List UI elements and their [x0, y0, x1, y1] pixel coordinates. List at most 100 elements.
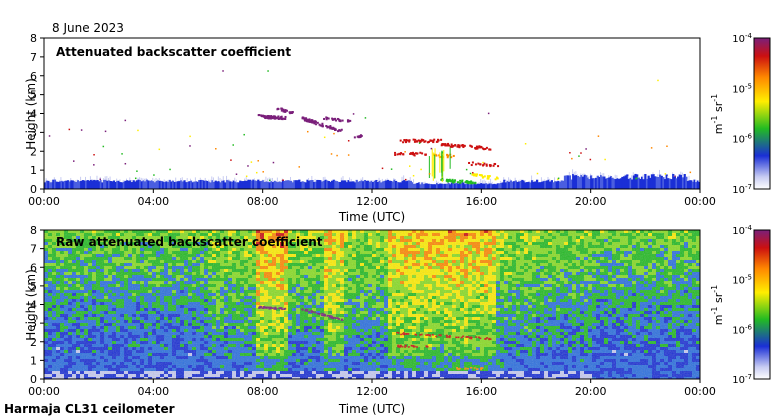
surface-layer-cell: [534, 181, 537, 189]
cloud-cell: [284, 109, 287, 112]
surface-layer-cell: [549, 181, 552, 189]
surface-layer-cell: [178, 181, 181, 189]
surface-layer-cell: [683, 173, 686, 189]
surface-layer-cell: [189, 178, 191, 181]
surface-layer-cell: [353, 182, 357, 189]
cloud-cell: [495, 176, 498, 179]
surface-layer-cell: [632, 175, 635, 189]
surface-layer-cell: [657, 177, 660, 189]
surface-layer-cell: [345, 182, 348, 189]
surface-layer-cell: [642, 174, 644, 180]
noise-speck: [230, 159, 232, 161]
surface-layer-cell: [508, 181, 511, 189]
surface-layer-cell: [278, 181, 281, 189]
surface-layer-cell: [506, 179, 508, 182]
cloud-cell: [308, 119, 311, 122]
cloud-cell: [449, 179, 452, 182]
surface-layer-cell: [686, 180, 690, 189]
top-panel: Attenuated backscatter coefficient 01234…: [24, 32, 771, 224]
surface-layer-cell: [322, 177, 324, 181]
cloud-cell: [309, 120, 312, 123]
cloud-cell: [497, 165, 500, 168]
surface-layer-cell: [577, 175, 580, 189]
surface-layer-cell: [193, 181, 196, 189]
surface-layer-cell: [565, 175, 568, 189]
noise-speck: [635, 177, 638, 180]
surface-layer-cell: [60, 177, 62, 181]
surface-layer-cell: [572, 169, 574, 174]
surface-layer-cell: [613, 178, 616, 189]
surface-layer-cell: [677, 176, 680, 189]
surface-layer-cell: [244, 178, 246, 181]
cloud-cell: [422, 139, 425, 142]
surface-layer-cell: [531, 175, 533, 181]
cloud-cell: [321, 124, 324, 127]
surface-layer-cell: [604, 178, 608, 189]
surface-layer-cell: [308, 180, 311, 189]
surface-layer-cell: [686, 179, 688, 181]
surface-layer-cell: [434, 184, 437, 189]
surface-layer-cell: [555, 181, 558, 189]
surface-layer-cell: [262, 180, 265, 189]
noise-speck: [121, 153, 123, 155]
cloud-cell: [451, 145, 454, 148]
surface-layer-cell: [234, 181, 237, 189]
surface-layer-cell: [70, 180, 73, 189]
surface-layer-cell: [186, 177, 188, 182]
cloud-cell: [474, 147, 477, 150]
surface-layer-cell: [75, 180, 77, 182]
surface-layer-cell: [622, 176, 626, 189]
surface-layer-cell: [578, 177, 581, 189]
cloud-cell: [336, 117, 339, 120]
precip-streak: [439, 152, 441, 173]
surface-layer-cell: [445, 182, 447, 184]
surface-layer-cell: [66, 180, 70, 189]
cloud-cell: [466, 180, 469, 183]
y-tick-label: 6: [30, 70, 37, 83]
surface-layer-cell: [413, 183, 416, 189]
noise-speck: [536, 172, 539, 175]
surface-layer-cell: [663, 179, 667, 189]
surface-layer-cell: [317, 179, 321, 189]
surface-layer-cell: [422, 182, 424, 185]
surface-layer-cell: [276, 182, 280, 189]
surface-layer-cell: [493, 183, 496, 189]
surface-layer-cell: [698, 181, 700, 189]
surface-layer-cell: [324, 179, 327, 189]
surface-layer-cell: [45, 178, 47, 181]
surface-layer-cell: [514, 180, 517, 189]
cloud-cell: [271, 117, 274, 120]
surface-layer-cell: [357, 181, 360, 189]
surface-layer-cell: [80, 180, 83, 189]
noise-speck: [604, 158, 606, 161]
surface-layer-cell: [324, 176, 326, 180]
surface-layer-cell: [693, 179, 696, 189]
cloud-cell: [474, 163, 477, 166]
surface-layer-cell: [103, 179, 106, 189]
surface-layer-cell: [86, 180, 89, 189]
surface-layer-cell: [391, 181, 394, 189]
surface-layer-cell: [440, 183, 444, 189]
surface-layer-cell: [637, 176, 639, 178]
surface-layer-cell: [570, 179, 573, 189]
surface-layer-cell: [109, 176, 111, 182]
surface-layer-cell: [655, 176, 658, 189]
surface-layer-cell: [260, 180, 263, 189]
surface-layer-cell: [627, 176, 629, 179]
cloud-cell: [433, 138, 436, 141]
cloud-cell: [400, 152, 403, 155]
noise-speck: [674, 175, 676, 178]
surface-layer-cell: [321, 180, 323, 182]
surface-layer-cell: [89, 179, 93, 189]
surface-layer-cell: [116, 180, 119, 189]
cloud-cell: [332, 126, 335, 129]
surface-layer-cell: [258, 181, 262, 189]
surface-layer-cell: [480, 178, 482, 184]
surface-layer-cell: [219, 182, 222, 189]
surface-layer-cell: [119, 182, 122, 189]
noise-speck: [666, 145, 668, 148]
surface-layer-cell: [285, 180, 288, 189]
surface-layer-cell: [431, 184, 434, 189]
surface-layer-cell: [53, 179, 57, 189]
top-colorbar-ticks: 10-410-510-610-7: [732, 32, 752, 196]
